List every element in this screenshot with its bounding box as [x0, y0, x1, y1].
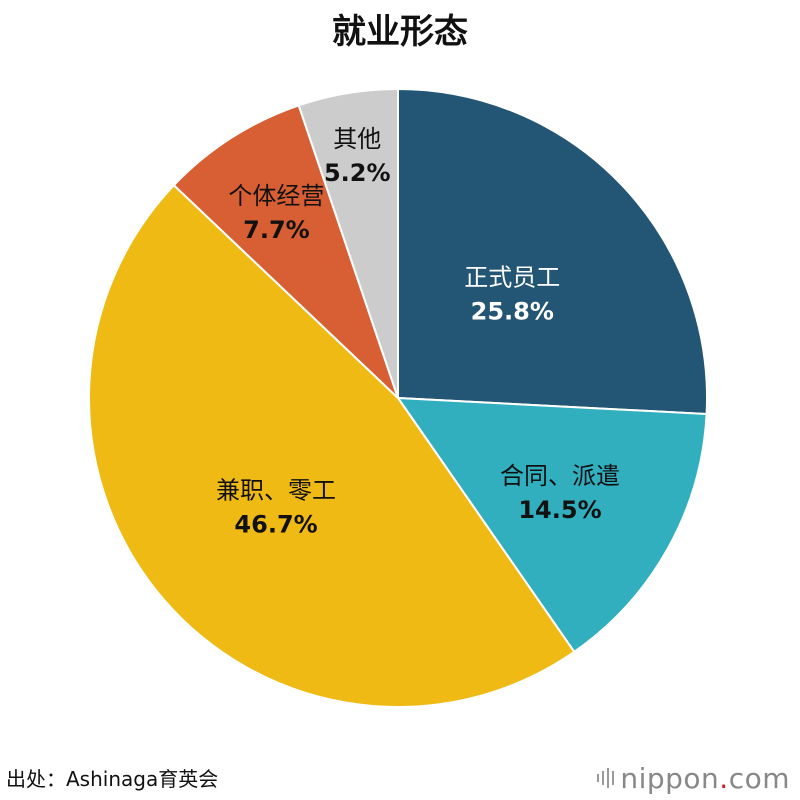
pie-slice — [172, 104, 399, 399]
nippon-logo[interactable]: nippon.com — [597, 761, 790, 795]
slice-percent-label: 14.5% — [518, 496, 601, 524]
slice-percent-label: 7.7% — [243, 216, 310, 244]
pie-slice — [397, 87, 708, 416]
pie-labels: 正式员工 25.8% 合同、派遣 14.5% 兼职、零工 46.7% 个体经营 7.7% 其他 5… — [216, 125, 620, 539]
pie-slice — [87, 183, 576, 708]
pie-slices — [87, 87, 708, 708]
slice-percent-label: 46.7% — [234, 511, 317, 539]
slice-label: 合同、派遣 — [500, 462, 620, 490]
logo-bars-icon — [597, 768, 615, 788]
slice-percent-label: 5.2% — [324, 159, 391, 187]
source-note: 出处：Ashinaga育英会 — [6, 767, 219, 791]
slice-label: 兼职、零工 — [216, 477, 336, 505]
pie-slice — [396, 396, 708, 654]
slice-label: 个体经营 — [228, 182, 324, 210]
slice-label: 正式员工 — [464, 263, 560, 291]
slice-label: 其他 — [333, 125, 381, 153]
logo-text: nippon.com — [620, 761, 790, 795]
chart-title: 就业形态 — [332, 12, 468, 52]
slice-percent-label: 25.8% — [471, 297, 554, 325]
pie-slice — [297, 87, 399, 399]
